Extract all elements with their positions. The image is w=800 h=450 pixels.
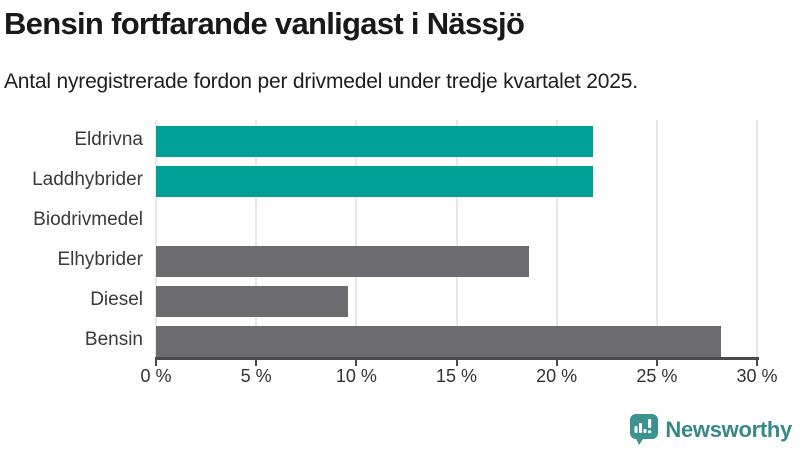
category-label: Biodrivmedel (33, 209, 143, 230)
chart-title: Bensin fortfarande vanligast i Nässjö (4, 6, 525, 41)
x-axis-tick-label: 0 % (140, 366, 172, 386)
x-axis-tick (756, 357, 758, 366)
category-label: Eldrivna (74, 129, 143, 150)
gridline (455, 120, 458, 358)
x-axis-tick (255, 357, 258, 366)
x-axis-tick-label: 25 % (636, 366, 678, 386)
bar-bensin (156, 325, 721, 357)
x-axis-tick (555, 357, 558, 366)
x-axis-tick (155, 357, 157, 366)
bar-diesel (156, 285, 349, 317)
category-label: Laddhybrider (32, 169, 143, 190)
category-label: Bensin (84, 329, 143, 350)
bar-laddhybrider (156, 165, 593, 197)
gridline (756, 120, 758, 358)
x-axis-tick-label: 10 % (335, 366, 377, 386)
gridline (555, 120, 558, 358)
x-axis-tick-label: 20 % (536, 366, 578, 386)
category-label: Elhybrider (57, 249, 143, 270)
gridline (255, 120, 258, 358)
category-label: Diesel (90, 289, 143, 310)
gridline (355, 120, 358, 358)
x-axis-tick (455, 357, 458, 366)
plot-area (155, 120, 758, 358)
bar-elhybrider (156, 245, 529, 277)
gridline (655, 120, 658, 358)
newsworthy-logo-icon (630, 414, 659, 445)
category-axis-labels: Eldrivna Laddhybrider Biodrivmedel Elhybrid… (0, 120, 143, 360)
x-axis-tick (655, 357, 658, 366)
gridline (155, 120, 157, 358)
newsworthy-logo: Newsworthy (630, 414, 792, 445)
x-axis-tick-label: 15 % (435, 366, 478, 386)
newsworthy-logo-text: Newsworthy (665, 416, 792, 442)
chart-subtitle: Antal nyregistrerade fordon per drivmede… (4, 70, 638, 93)
x-axis-tick (355, 357, 358, 366)
x-axis-tick-label: 5 % (240, 366, 272, 386)
bar-eldrivna (156, 125, 593, 157)
x-axis-tick-label: 30 % (736, 366, 778, 386)
